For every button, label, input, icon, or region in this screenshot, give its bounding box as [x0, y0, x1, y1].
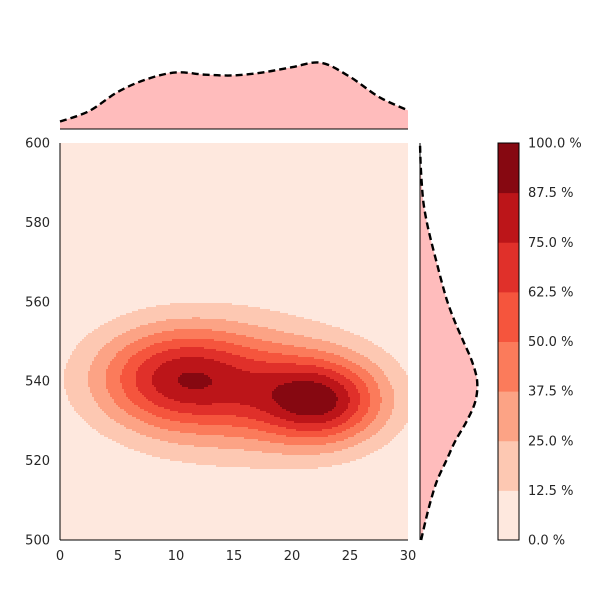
x-tick-label: 15 [226, 549, 243, 564]
y-tick-label: 500 [25, 534, 50, 549]
x-tick-label: 0 [56, 549, 64, 564]
colorbar-segment-6 [498, 192, 519, 243]
y-tick-label: 560 [25, 295, 50, 310]
contour-band-level-7 [178, 373, 338, 415]
main-contour-plot: 0 5 10 15 20 25 30 500 520 540 560 580 600 [25, 137, 416, 565]
colorbar-segment-3 [498, 341, 519, 392]
colorbar-tick-label: 62.5 % [528, 285, 573, 300]
colorbar-segment-0 [498, 490, 519, 541]
x-tick-label: 25 [342, 549, 359, 564]
marginal-x-fill [60, 62, 408, 129]
x-tick-label: 20 [284, 549, 301, 564]
colorbar-segment-5 [498, 242, 519, 293]
y-tick-label: 540 [25, 375, 50, 390]
marginal-x-plot [59, 61, 409, 130]
contour-band-level-0 [60, 143, 408, 540]
contour-band-level-5 [136, 347, 360, 431]
marginal-y-plot [418, 142, 479, 541]
contour-band-level-3 [106, 329, 382, 445]
y-tick-label: 520 [25, 454, 50, 469]
colorbar-tick-label: 87.5 % [528, 186, 573, 201]
colorbar-tick-label: 75.0 % [528, 236, 573, 251]
marginal-y-curve [418, 142, 479, 541]
colorbar-segment-1 [498, 440, 519, 491]
contour-band-level-1 [64, 303, 408, 469]
colorbar-tick-label: 25.0 % [528, 434, 573, 449]
contour-bands [60, 143, 408, 540]
colorbar-segment-2 [498, 391, 519, 442]
colorbar-tick-label: 50.0 % [528, 335, 573, 350]
x-tick-label: 10 [168, 549, 185, 564]
marginal-y-fill [420, 143, 478, 540]
x-tick-label: 30 [400, 549, 417, 564]
y-tick-label: 580 [25, 216, 50, 231]
y-tick-label: 600 [25, 137, 50, 152]
colorbar-tick-label: 37.5 % [528, 385, 573, 400]
colorbar-tick-label: 100.0 % [528, 137, 582, 152]
x-tick-label: 5 [114, 549, 122, 564]
contour-band-level-6 [152, 357, 350, 423]
colorbar-tick-label: 12.5 % [528, 484, 573, 499]
colorbar: 0.0 % 12.5 % 25.0 % 37.5 % 50.0 % 62.5 % 75.0 … [497, 137, 582, 549]
colorbar-frame [497, 142, 520, 541]
colorbar-segment-4 [498, 291, 519, 342]
contour-band-level-4 [120, 339, 370, 437]
colorbar-segment-7 [498, 143, 519, 194]
colorbar-tick-label: 0.0 % [528, 534, 565, 549]
